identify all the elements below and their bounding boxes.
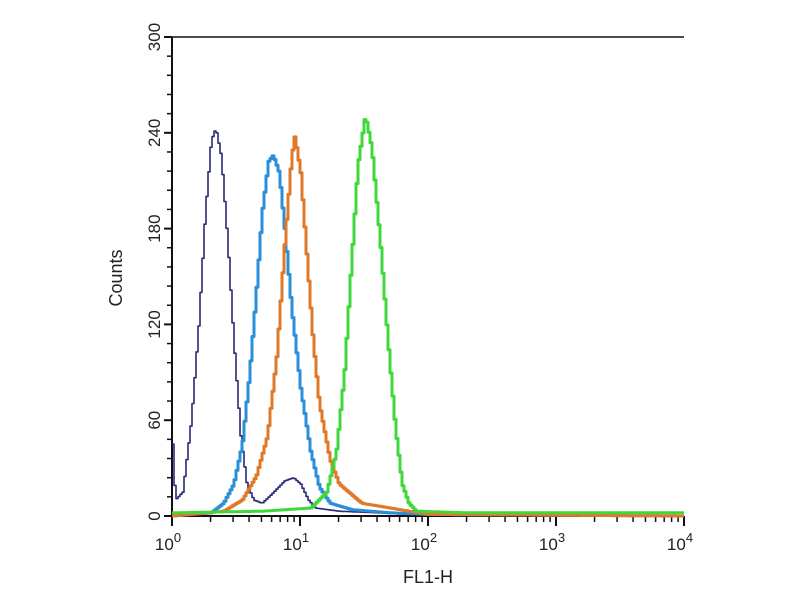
histogram-series-1 (172, 130, 684, 517)
y-tick-label: 180 (145, 214, 164, 242)
histogram-series-2 (172, 154, 684, 518)
x-tick-label: 104 (667, 530, 693, 554)
x-tick-label: 101 (283, 530, 309, 554)
x-axis-label: FL1-H (403, 567, 453, 587)
histogram-series-3 (172, 135, 684, 518)
y-tick-label: 60 (145, 411, 164, 430)
y-tick-label: 120 (145, 310, 164, 338)
axes (171, 36, 684, 517)
y-tick-label: 0 (145, 511, 164, 520)
y-tick-label: 300 (145, 23, 164, 51)
histogram-series-4 (172, 118, 684, 515)
x-tick-label: 102 (411, 530, 437, 554)
y-tick-label: 240 (145, 119, 164, 147)
y-axis-label: Counts (106, 249, 126, 306)
x-tick-label: 103 (539, 530, 565, 554)
x-tick-label: 100 (155, 530, 181, 554)
